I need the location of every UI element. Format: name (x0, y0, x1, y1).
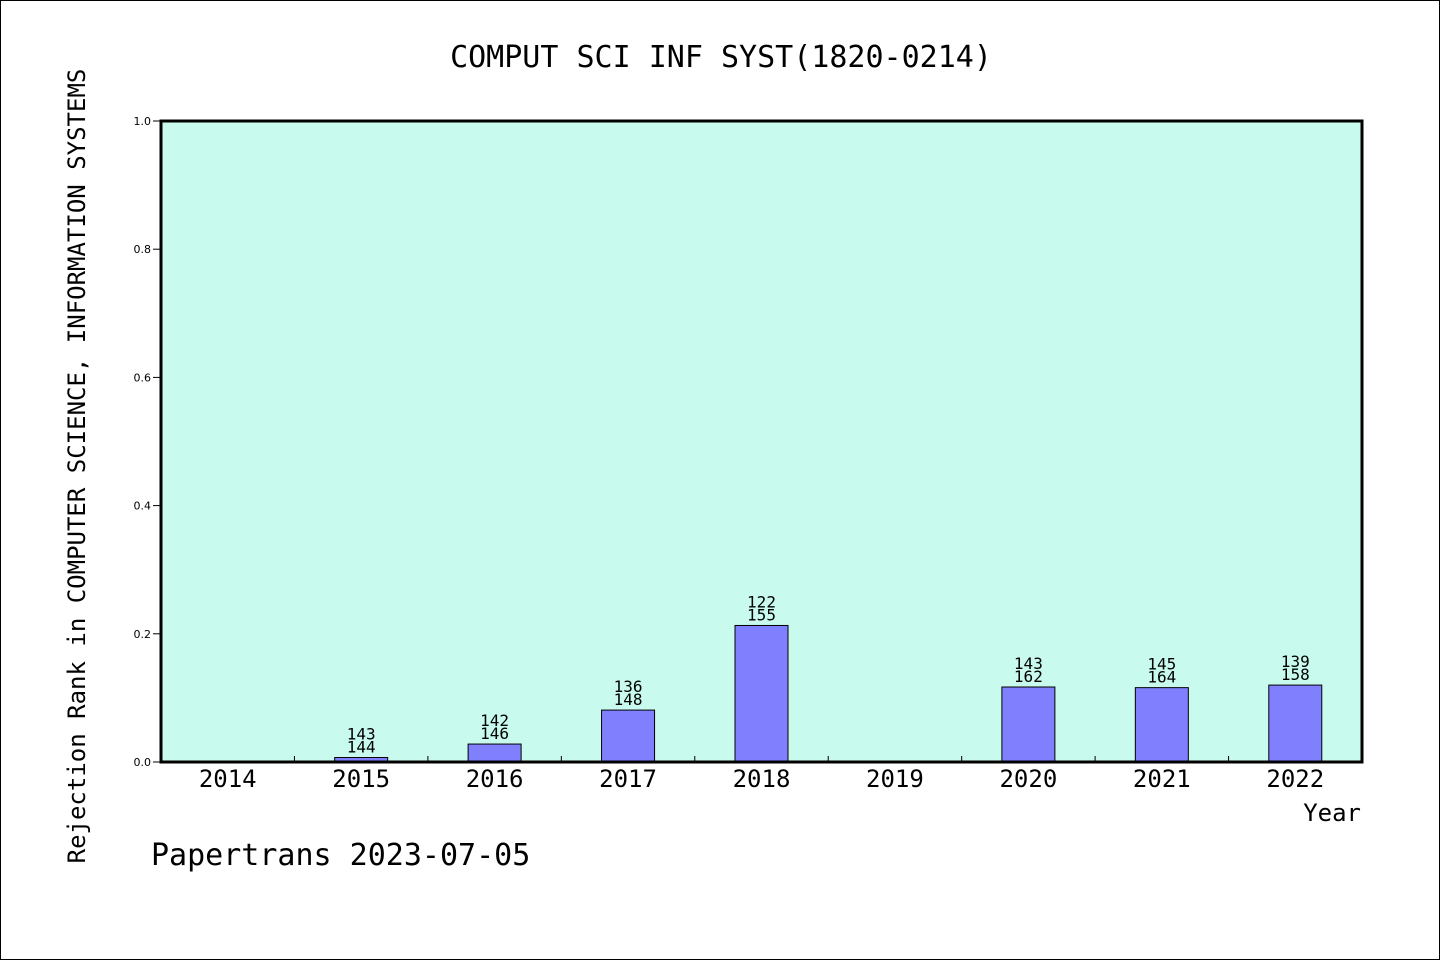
chart-title: COMPUT SCI INF SYST(1820-0214) (450, 40, 992, 75)
y-tick-label: 0.6 (134, 371, 152, 384)
bar-label-top: 143 (1014, 654, 1043, 673)
bar-label-top: 145 (1147, 655, 1176, 674)
x-tick-label: 2018 (733, 765, 791, 793)
x-tick-label: 2017 (599, 765, 657, 793)
bar-2021 (1134, 687, 1189, 763)
x-tick-label: 2021 (1133, 765, 1191, 793)
bar-2018 (734, 624, 789, 763)
footer-text: Papertrans 2023-07-05 (151, 838, 530, 873)
bar-label-top: 122 (747, 592, 776, 611)
x-axis-ticks: 2014 2015 2016 2017 2018 2019 2020 2021 2022 (199, 756, 1324, 793)
x-tick-label: 2016 (466, 765, 524, 793)
bar-2020 (1001, 686, 1056, 763)
y-tick-label: 0.8 (134, 243, 152, 256)
x-tick-label: 2022 (1266, 765, 1324, 793)
y-tick-label: 0.0 (134, 756, 152, 769)
bar-2022 (1268, 684, 1323, 763)
plot-border (159, 119, 1364, 764)
y-axis-ticks: 0.0 0.2 0.4 0.6 0.8 1.0 (134, 115, 161, 769)
x-axis-label: Year (1303, 799, 1361, 827)
y-tick-label: 1.0 (134, 115, 152, 128)
x-tick-label: 2015 (332, 765, 390, 793)
y-tick-label: 0.2 (134, 628, 152, 641)
y-axis-label: Rejection Rank in COMPUTER SCIENCE, INFO… (63, 69, 91, 864)
x-tick-label: 2019 (866, 765, 924, 793)
bars-group (334, 624, 1323, 763)
bar-label-top: 136 (614, 677, 643, 696)
bar-label-bottom: 148 (614, 690, 643, 709)
bar-2016 (467, 743, 522, 763)
bar-label-bottom: 158 (1281, 665, 1310, 684)
bar-label-bottom: 155 (747, 605, 776, 624)
bar-label-top: 143 (347, 725, 376, 744)
bar-label-top: 139 (1281, 652, 1310, 671)
y-tick-label: 0.4 (134, 500, 152, 513)
x-tick-label: 2014 (199, 765, 257, 793)
bar-label-bottom: 144 (347, 738, 376, 757)
x-tick-label: 2020 (999, 765, 1057, 793)
bar-label-bottom: 164 (1147, 668, 1176, 687)
bar-labels-group: 1431441421461361481221551431621451641391… (347, 592, 1310, 756)
bar-label-bottom: 146 (480, 724, 509, 743)
bar-label-bottom: 162 (1014, 667, 1043, 686)
bar-label-top: 142 (480, 711, 509, 730)
bar-2017 (601, 709, 656, 763)
